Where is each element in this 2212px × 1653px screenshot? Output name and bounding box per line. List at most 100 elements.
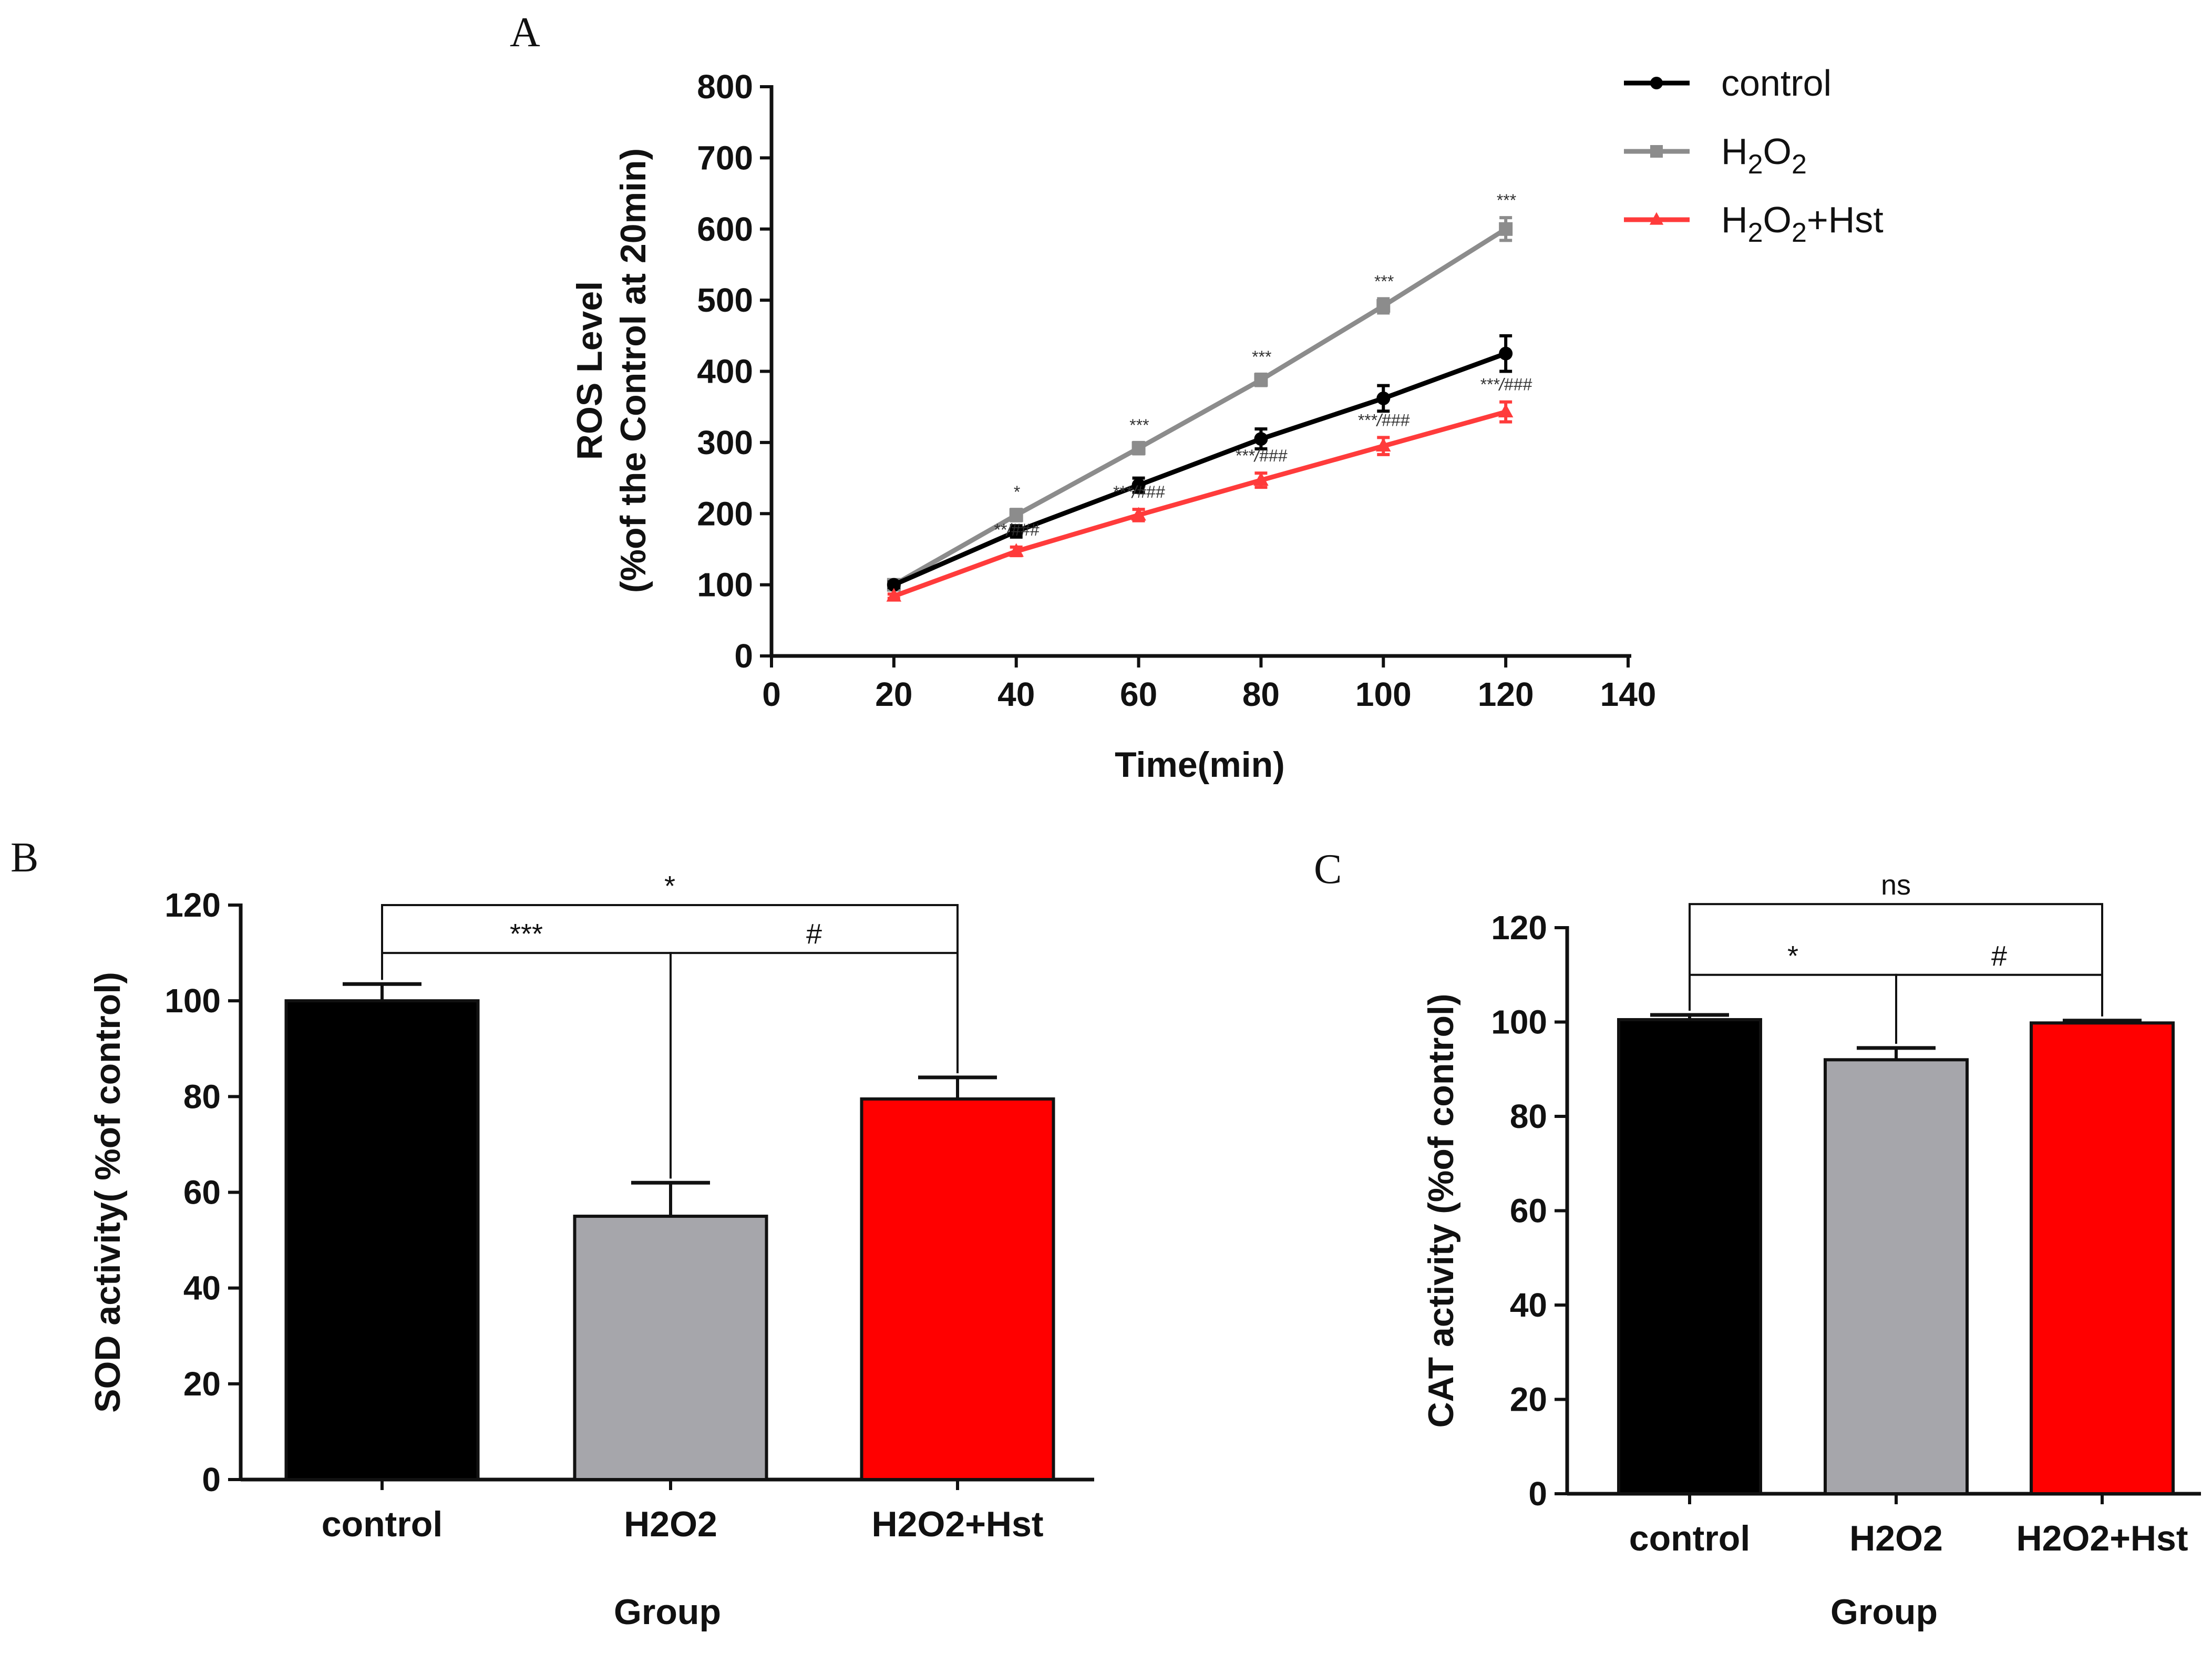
y-tick-label: 300 bbox=[697, 424, 753, 461]
y-tick-label: 700 bbox=[697, 139, 753, 177]
significance-label: # bbox=[806, 918, 822, 950]
y-axis-title-line2: (%of the Control at 20min) bbox=[613, 148, 653, 593]
data-point-control bbox=[887, 578, 901, 592]
significance-annotation: *** bbox=[1496, 191, 1516, 210]
y-tick-label: 20 bbox=[183, 1365, 221, 1403]
bar bbox=[860, 1097, 1055, 1481]
significance-bracket bbox=[670, 952, 959, 1179]
significance-annotation: ***/### bbox=[1479, 375, 1532, 394]
series-H2O2: ************* bbox=[887, 191, 1516, 592]
x-category-label: H2O2+Hst bbox=[2016, 1518, 2188, 1558]
x-category-label: control bbox=[322, 1504, 443, 1544]
y-tick-label: 100 bbox=[164, 982, 221, 1020]
data-point-H2O2+Hst bbox=[1375, 438, 1391, 452]
significance-annotation: ***/### bbox=[1357, 410, 1410, 429]
bar bbox=[2030, 1021, 2175, 1496]
data-point-control bbox=[1009, 525, 1023, 539]
data-point-control bbox=[1131, 478, 1146, 492]
x-tick-label: 60 bbox=[1120, 675, 1157, 713]
panel-c-cat-bar-chart: C 0 20 40 60 80 100 120 control H2O2 H2O2+Hst ns * # G… bbox=[1314, 846, 2201, 1632]
bar bbox=[1617, 1018, 1762, 1495]
y-tick-label: 80 bbox=[1510, 1097, 1547, 1135]
panel-b-label: B bbox=[11, 835, 38, 881]
bar bbox=[573, 1215, 768, 1482]
y-axis-title: CAT activity (%of control) bbox=[1421, 993, 1461, 1428]
y-tick-label: 60 bbox=[1510, 1192, 1547, 1230]
data-point-H2O2 bbox=[1499, 222, 1513, 236]
significance-annotation: * bbox=[1013, 482, 1020, 501]
significance-bracket bbox=[1895, 973, 2103, 1044]
significance-label: ns bbox=[1881, 869, 1911, 901]
series-control bbox=[887, 334, 1513, 592]
legend-marker bbox=[1650, 145, 1663, 158]
x-category-label: H2O2+Hst bbox=[872, 1504, 1044, 1544]
x-tick-label: 100 bbox=[1355, 675, 1412, 713]
data-point-control bbox=[1254, 432, 1268, 446]
y-tick-label: 40 bbox=[1510, 1286, 1547, 1324]
y-tick-label: 120 bbox=[164, 886, 221, 924]
y-axis-title-line1: ROS Level bbox=[570, 281, 610, 460]
y-tick-label: 60 bbox=[183, 1174, 221, 1211]
significance-annotation: *** bbox=[1374, 272, 1394, 291]
bar bbox=[1824, 1058, 1969, 1496]
y-tick-label: 0 bbox=[734, 637, 753, 675]
data-point-H2O2 bbox=[1009, 508, 1023, 522]
legend-label-control: control bbox=[1721, 63, 1832, 104]
significance-annotation: ***/### bbox=[1235, 446, 1288, 465]
data-point-H2O2 bbox=[1254, 373, 1268, 387]
y-tick-label: 100 bbox=[1491, 1003, 1547, 1041]
y-tick-label: 0 bbox=[202, 1461, 221, 1498]
bar bbox=[284, 999, 480, 1481]
y-tick-label: 200 bbox=[697, 495, 753, 532]
x-axis-title: Group bbox=[614, 1592, 721, 1632]
series-H2O2+Hst: **/### ***/### ***/### ***/### ***/### bbox=[886, 375, 1532, 602]
legend-marker bbox=[1650, 77, 1663, 89]
y-tick-label: 0 bbox=[1528, 1475, 1547, 1513]
significance-bracket bbox=[1689, 903, 2103, 1017]
x-tick-label: 80 bbox=[1242, 675, 1280, 713]
y-tick-label: 120 bbox=[1491, 909, 1547, 947]
data-point-H2O2+Hst bbox=[886, 588, 902, 602]
x-category-label: control bbox=[1629, 1518, 1750, 1558]
panel-a-label: A bbox=[510, 9, 540, 56]
x-category-label: H2O2 bbox=[624, 1504, 717, 1544]
significance-annotation: *** bbox=[1129, 416, 1149, 435]
legend-label-H2O2: H2O2 bbox=[1721, 131, 1807, 180]
data-point-H2O2+Hst bbox=[1009, 543, 1024, 557]
y-tick-label: 40 bbox=[183, 1269, 221, 1307]
y-tick-label: 100 bbox=[697, 566, 753, 604]
significance-label: * bbox=[664, 870, 675, 902]
y-tick-label: 500 bbox=[697, 281, 753, 319]
data-point-H2O2+Hst bbox=[1253, 472, 1269, 486]
x-category-label: H2O2 bbox=[1849, 1518, 1943, 1558]
significance-label: # bbox=[1991, 940, 2007, 972]
significance-label: * bbox=[1787, 940, 1798, 972]
x-tick-label: 140 bbox=[1600, 675, 1657, 713]
x-tick-label: 0 bbox=[762, 675, 781, 713]
data-point-control bbox=[1499, 346, 1513, 361]
significance-annotation: **/### bbox=[993, 520, 1040, 539]
legend-marker bbox=[1649, 212, 1664, 225]
y-tick-label: 20 bbox=[1510, 1381, 1547, 1419]
series-line-H2O2+Hst bbox=[893, 409, 1507, 599]
significance-label: *** bbox=[510, 918, 543, 950]
x-axis-title: Group bbox=[1830, 1592, 1938, 1632]
data-point-H2O2 bbox=[1131, 441, 1146, 455]
legend: control H2O2 H2O2+Hst bbox=[1624, 63, 1884, 248]
y-tick-label: 400 bbox=[697, 353, 753, 391]
data-point-H2O2+Hst bbox=[1131, 507, 1146, 521]
data-point-control bbox=[1376, 391, 1391, 405]
y-tick-label: 600 bbox=[697, 210, 753, 248]
y-tick-label: 800 bbox=[697, 68, 753, 106]
x-tick-label: 120 bbox=[1478, 675, 1534, 713]
series-line-control bbox=[893, 351, 1507, 587]
series-line-H2O2 bbox=[892, 227, 1507, 587]
data-point-H2O2 bbox=[1376, 299, 1391, 313]
panel-c-label: C bbox=[1314, 846, 1342, 892]
x-axis-title: Time(min) bbox=[1115, 745, 1285, 785]
panel-a-line-chart: A 0 20 40 60 80 100 120 140 0 100 200 300 400 500 600 70… bbox=[510, 9, 1884, 785]
legend-label-H2O2+Hst: H2O2+Hst bbox=[1721, 199, 1884, 248]
significance-annotation: ***/### bbox=[1113, 482, 1166, 501]
